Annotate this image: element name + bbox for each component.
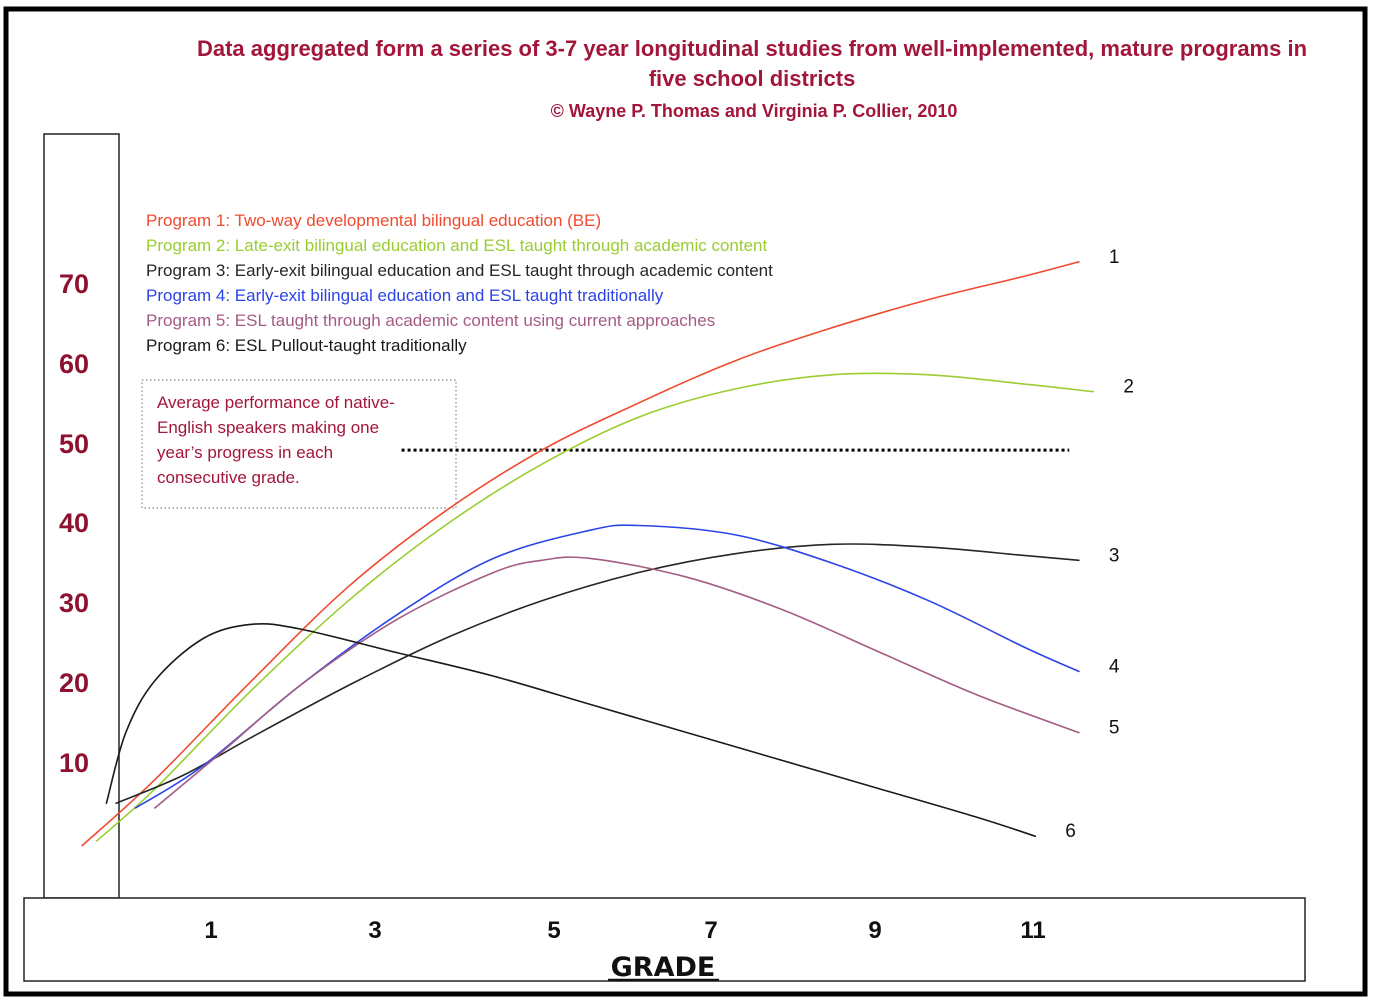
x-axis-label: GRADE: [611, 952, 716, 983]
outer-border: [3, 6, 1368, 997]
annotation-line: Average performance of native-: [157, 393, 395, 412]
legend-entry: Program 3: Early-exit bilingual educatio…: [146, 261, 773, 280]
series-line-program-3: [115, 543, 1080, 804]
series-end-label-6: 6: [1065, 821, 1076, 842]
legend-entry: Program 5: ESL taught through academic c…: [146, 311, 715, 330]
series-line-program-5: [154, 556, 1080, 809]
y-axis-panel: [43, 133, 120, 899]
series-end-label-5: 5: [1109, 718, 1120, 739]
x-tick-label: 1: [204, 917, 217, 944]
x-tick-label: 11: [1020, 917, 1045, 944]
series-end-label-4: 4: [1109, 656, 1120, 677]
chart-subtitle: © Wayne P. Thomas and Virginia P. Collie…: [551, 101, 958, 121]
x-tick-label: 3: [368, 917, 381, 944]
legend-entry: Program 2: Late-exit bilingual education…: [146, 236, 767, 255]
y-tick-label: 20: [59, 668, 89, 698]
legend-entry: Program 6: ESL Pullout-taught traditiona…: [146, 336, 467, 355]
chart-title-line-2: five school districts: [649, 66, 856, 91]
legend-entry: Program 4: Early-exit bilingual educatio…: [146, 286, 664, 305]
y-tick-label: 60: [59, 349, 89, 379]
series-line-program-2: [96, 372, 1095, 842]
y-tick-label: 40: [59, 508, 89, 538]
y-tick-label: 30: [59, 588, 89, 618]
chart-title-line-1: Data aggregated form a series of 3-7 yea…: [197, 36, 1307, 61]
annotation-line: year’s progress in each: [157, 443, 333, 462]
y-tick-label: 70: [59, 269, 89, 299]
x-tick-label: 9: [868, 917, 881, 944]
y-tick-label: 10: [59, 748, 89, 778]
series-end-label-3: 3: [1109, 545, 1120, 566]
series-line-program-6: [105, 622, 1037, 837]
series-end-label-1: 1: [1109, 247, 1120, 268]
x-axis-panel: [23, 897, 1306, 982]
annotation-box: [141, 379, 457, 509]
annotation-line: consecutive grade.: [157, 468, 300, 487]
x-tick-label: 5: [547, 917, 560, 944]
series-end-label-2: 2: [1123, 377, 1134, 398]
series-line-program-1: [81, 261, 1080, 847]
x-tick-label: 7: [704, 917, 717, 944]
legend-entry: Program 1: Two-way developmental bilingu…: [146, 211, 601, 230]
plot-area: 1 2 3 4 5 6: [81, 247, 1134, 847]
annotation-line: English speakers making one: [157, 418, 379, 437]
y-tick-label: 50: [59, 429, 89, 459]
